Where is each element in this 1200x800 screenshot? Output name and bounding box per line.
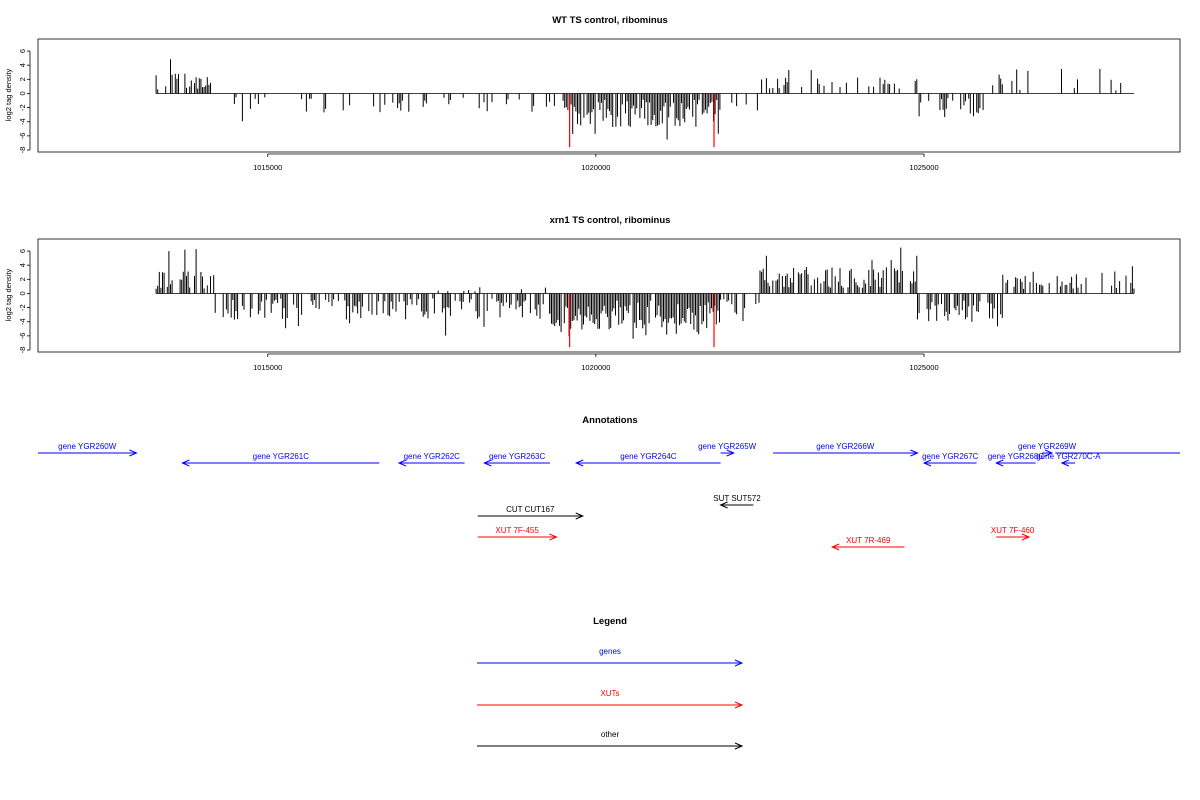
y-tick-label: 4 — [18, 63, 27, 67]
feature-gene[interactable]: gene YGR268C — [988, 452, 1045, 467]
feature-label: XUT 7F-455 — [495, 526, 539, 535]
density-bars — [155, 59, 1122, 140]
y-tick-label: -2 — [18, 104, 27, 111]
legend-arrow-head — [734, 659, 744, 667]
wt-track-ylabel: log2 tag density — [4, 68, 13, 121]
wt-track-frame — [37, 38, 1181, 153]
feature-gene[interactable]: gene YGR264C — [574, 452, 721, 467]
legend-label: genes — [599, 647, 621, 656]
feature-other[interactable]: CUT CUT167 — [477, 505, 585, 520]
wt-track-axes: -8 -6 -4 -2 0 2 4 6 1015000 1020000 1025000 — [18, 49, 939, 172]
annotations-title: Annotations — [582, 415, 637, 426]
x-tick-label: 1020000 — [581, 363, 610, 372]
feature-arrow-head — [830, 543, 840, 551]
y-tick-label: -2 — [18, 304, 27, 311]
xrn1-track-title: xrn1 TS control, ribominus — [550, 215, 671, 226]
feature-arrow-head — [910, 449, 919, 457]
y-tick-label: 0 — [18, 291, 27, 295]
xrn1-track-axes: -8 -6 -4 -2 0 2 4 6 1015000 1020000 1025000 — [18, 249, 939, 372]
annotation-features: gene YGR260W gene YGR261C gene YGR262C gene… — [38, 442, 1180, 551]
feature-gene[interactable]: gene YGR262C — [397, 452, 465, 467]
feature-arrow-head — [575, 512, 585, 520]
y-tick-label: 6 — [18, 249, 27, 253]
legend-title: Legend — [593, 616, 627, 627]
xrn1-track-panel: xrn1 TS control, ribominus log2 tag dens… — [4, 215, 1181, 372]
feature-label: gene YGR264C — [620, 452, 677, 461]
y-tick-label: 4 — [18, 263, 27, 267]
feature-gene[interactable]: gene YGR267C — [922, 452, 979, 467]
feature-label: gene YGR268C — [988, 452, 1045, 461]
feature-arrow-head — [726, 449, 735, 457]
feature-arrow-head — [397, 459, 407, 467]
legend-label: other — [601, 730, 620, 739]
feature-gene[interactable]: gene YGR270C-A — [1036, 452, 1101, 467]
feature-gene[interactable]: gene YGR260W — [38, 442, 138, 457]
feature-arrow-head — [181, 459, 190, 467]
feature-arrow-head — [483, 459, 492, 467]
y-tick-label: 2 — [18, 77, 27, 81]
wt-track-title: WT TS control, ribominus — [552, 15, 668, 26]
feature-label: gene YGR267C — [922, 452, 979, 461]
wt-track-marks — [155, 59, 1135, 148]
wt-track-panel: WT TS control, ribominus log2 tag densit… — [4, 15, 1181, 172]
feature-label: XUT 7F-460 — [991, 526, 1035, 535]
xrn1-track-ylabel: log2 tag density — [4, 268, 13, 321]
feature-xut[interactable]: XUT 7R-469 — [830, 536, 905, 551]
y-tick-label: -4 — [18, 118, 27, 125]
feature-arrow-head — [1044, 449, 1054, 457]
feature-arrow-head — [719, 501, 728, 509]
feature-gene[interactable]: gene YGR265W — [698, 442, 757, 457]
feature-xut[interactable]: XUT 7F-460 — [991, 526, 1035, 541]
feature-label: gene YGR265W — [698, 442, 757, 451]
feature-gene[interactable]: gene YGR269W — [1018, 442, 1077, 457]
feature-xut[interactable]: XUT 7F-455 — [477, 526, 558, 541]
y-tick-label: -8 — [18, 147, 27, 154]
feature-label: gene YGR261C — [253, 452, 310, 461]
legend-item-xut: XUTs — [477, 689, 744, 709]
xrn1-track-marks — [155, 247, 1135, 348]
feature-label: gene YGR270C-A — [1036, 452, 1101, 461]
feature-label: CUT CUT167 — [506, 505, 555, 514]
y-tick-label: -6 — [18, 133, 27, 140]
x-tick-label: 1025000 — [909, 163, 938, 172]
feature-label: gene YGR260W — [58, 442, 117, 451]
feature-label: gene YGR266W — [816, 442, 875, 451]
y-tick-label: -8 — [18, 347, 27, 354]
x-tick-label: 1025000 — [909, 363, 938, 372]
legend-arrow-head — [734, 742, 744, 750]
feature-label: gene YGR269W — [1018, 442, 1077, 451]
legend-item-other: other — [477, 730, 744, 750]
feature-arrow-head — [129, 449, 138, 457]
feature-label: gene YGR263C — [489, 452, 546, 461]
feature-arrow-head — [994, 459, 1004, 467]
feature-other[interactable]: SUT SUT572 — [713, 494, 761, 509]
feature-gene[interactable]: gene YGR261C — [181, 452, 380, 467]
feature-arrow-head — [549, 533, 558, 541]
y-tick-label: 6 — [18, 49, 27, 53]
feature-gene[interactable]: gene YGR263C — [483, 452, 550, 467]
feature-arrow-head — [1060, 459, 1070, 467]
x-tick-label: 1020000 — [581, 163, 610, 172]
feature-label: gene YGR262C — [404, 452, 461, 461]
feature-gene[interactable]: gene YGR266W — [773, 442, 919, 457]
feature-arrow-head — [922, 459, 932, 467]
xrn1-track-frame — [37, 238, 1181, 353]
legend: genes XUTs other — [477, 647, 744, 750]
feature-arrow-head — [1021, 533, 1031, 541]
legend-label: XUTs — [600, 689, 619, 698]
x-tick-label: 1015000 — [253, 163, 282, 172]
feature-label: SUT SUT572 — [713, 494, 761, 503]
y-tick-label: 2 — [18, 277, 27, 281]
y-tick-label: -6 — [18, 333, 27, 340]
density-bars — [155, 247, 1135, 339]
y-tick-label: 0 — [18, 91, 27, 95]
legend-item-gene: genes — [477, 647, 744, 667]
legend-arrow-head — [734, 701, 744, 709]
feature-arrow-head — [574, 459, 584, 467]
feature-label: XUT 7R-469 — [846, 536, 891, 545]
y-tick-label: -4 — [18, 318, 27, 325]
x-tick-label: 1015000 — [253, 363, 282, 372]
